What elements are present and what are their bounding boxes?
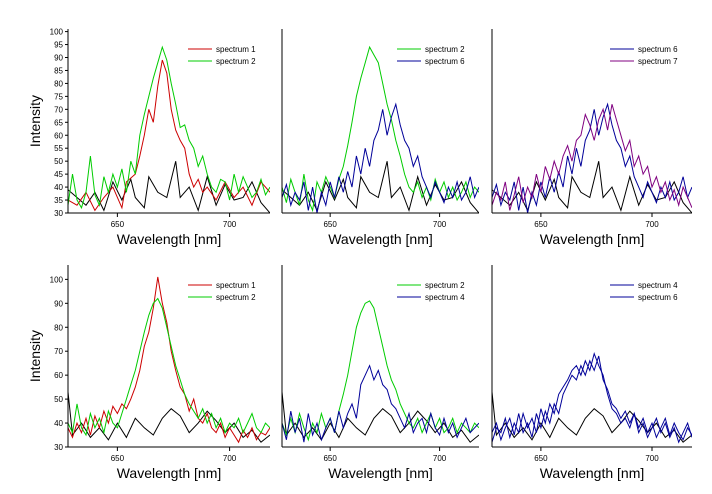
legend-label: spectrum 6 (425, 57, 465, 66)
y-axis-title: Intensity (27, 95, 43, 147)
y-tick-label: 40 (54, 419, 63, 428)
x-tick-label: 700 (645, 454, 659, 463)
x-tick-label: 700 (645, 220, 659, 229)
series-line-spectrum-1 (68, 59, 270, 212)
x-tick-label: 650 (323, 220, 337, 229)
legend-label: spectrum 6 (638, 45, 678, 54)
x-axis-title: Wavelength [nm] (540, 465, 645, 481)
x-tick-label: 650 (534, 454, 548, 463)
y-tick-label: 55 (54, 144, 63, 153)
y-tick-label: 95 (54, 41, 63, 50)
x-tick-label: 700 (433, 454, 447, 463)
series-line-baseline (282, 161, 479, 213)
y-tick-label: 75 (54, 92, 63, 101)
series-line-baseline (68, 161, 270, 213)
y-tick-label: 70 (54, 347, 63, 356)
series-line-spectrum-7 (492, 104, 692, 211)
series-line-spectrum-6 (492, 102, 692, 213)
legend-label: spectrum 4 (638, 281, 678, 290)
x-tick-label: 650 (111, 220, 125, 229)
y-tick-label: 80 (54, 79, 63, 88)
x-tick-label: 650 (323, 454, 337, 463)
series-line-spectrum-2 (68, 297, 270, 437)
y-tick-label: 70 (54, 105, 63, 114)
y-tick-label: 50 (54, 395, 63, 404)
y-tick-label: 35 (54, 196, 63, 205)
y-tick-label: 100 (50, 275, 64, 284)
y-tick-label: 85 (54, 66, 63, 75)
series-line-baseline (492, 391, 692, 443)
series-line-spectrum-4 (492, 355, 692, 442)
legend-label: spectrum 6 (638, 293, 678, 302)
legend-label: spectrum 1 (216, 45, 256, 54)
series-line-spectrum-2 (68, 45, 270, 210)
series-line-baseline (492, 161, 692, 213)
series-line-spectrum-2 (282, 45, 479, 213)
x-tick-label: 700 (223, 220, 237, 229)
series-line-spectrum-2 (282, 300, 479, 442)
series-line-spectrum-6 (282, 102, 479, 213)
y-axis-title: Intensity (27, 330, 43, 382)
y-tick-label: 45 (54, 170, 63, 179)
y-tick-label: 80 (54, 323, 63, 332)
legend-label: spectrum 2 (216, 293, 256, 302)
y-tick-label: 60 (54, 371, 63, 380)
series-line-spectrum-6 (492, 351, 692, 444)
legend-label: spectrum 2 (425, 45, 465, 54)
legend-label: spectrum 4 (425, 293, 465, 302)
y-tick-label: 30 (54, 209, 63, 218)
x-tick-label: 650 (111, 454, 125, 463)
x-axis-title: Wavelength [nm] (117, 231, 222, 247)
legend-label: spectrum 2 (216, 57, 256, 66)
x-tick-label: 650 (534, 220, 548, 229)
x-axis-title: Wavelength [nm] (328, 231, 433, 247)
x-axis-title: Wavelength [nm] (117, 465, 222, 481)
series-line-baseline (68, 391, 270, 443)
x-axis-title: Wavelength [nm] (328, 465, 433, 481)
y-tick-label: 65 (54, 118, 63, 127)
y-tick-label: 90 (54, 299, 63, 308)
legend-label: spectrum 1 (216, 281, 256, 290)
legend-label: spectrum 2 (425, 281, 465, 290)
x-axis-title: Wavelength [nm] (540, 231, 645, 247)
y-tick-label: 90 (54, 54, 63, 63)
legend-label: spectrum 7 (638, 57, 678, 66)
series-line-baseline (282, 391, 479, 443)
plot-panel-1: 650 700 30 35 40 45 50 55 60 65 70 75 80 85 90 95 100 Wav… (27, 28, 270, 247)
plot-panel-4: 650 700 30 40 50 60 70 80 90 100 Wavelength [nm] In… (27, 265, 270, 481)
series-line-spectrum-4 (282, 364, 479, 443)
y-tick-label: 50 (54, 157, 63, 166)
y-tick-label: 40 (54, 183, 63, 192)
y-tick-label: 100 (50, 28, 64, 37)
y-tick-label: 30 (54, 443, 63, 452)
y-tick-label: 60 (54, 131, 63, 140)
x-tick-label: 700 (433, 220, 447, 229)
x-tick-label: 700 (223, 454, 237, 463)
